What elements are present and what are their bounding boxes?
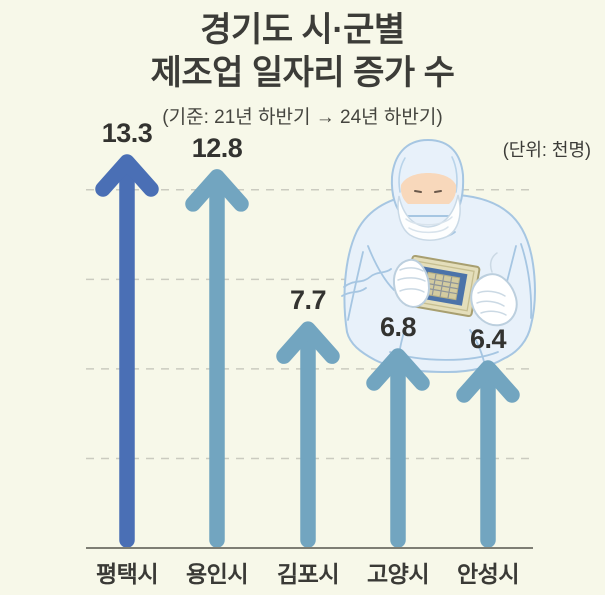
arrow-head [95,154,159,197]
eyes [414,190,442,193]
arrow-bars [95,154,520,548]
arrow-head [276,321,340,364]
header: 경기도 시·군별 제조업 일자리 증가 수 (기준: 21년 하반기 → 24년… [0,9,605,129]
unit-label: (단위: 천명) [502,140,591,160]
page-title: 경기도 시·군별 제조업 일자리 증가 수 [0,9,605,95]
arrow-head [366,348,430,391]
arrow-head [456,360,520,403]
subtitle: (기준: 21년 하반기 → 24년 하반기) [162,107,443,128]
arrow-head [185,169,249,212]
cleanroom-worker-illustration [341,138,536,373]
title-line-2: 제조업 일자리 증가 수 [150,54,455,92]
title-line-1: 경기도 시·군별 [200,11,405,49]
gloves [392,252,518,327]
